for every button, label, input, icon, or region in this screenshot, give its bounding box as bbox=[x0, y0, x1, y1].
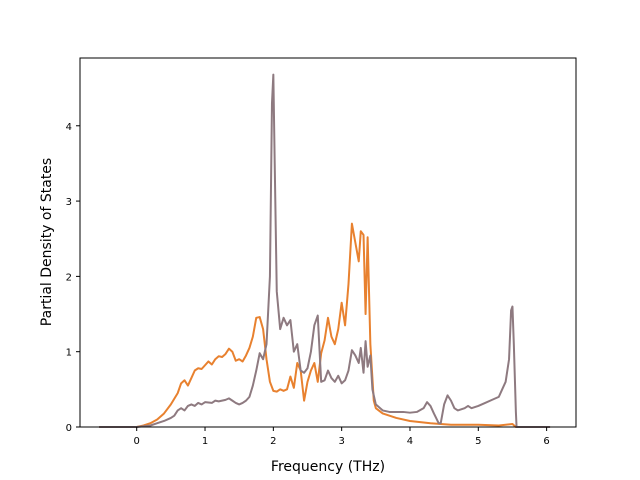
x-axis-label: Frequency (THz) bbox=[271, 459, 385, 475]
y-axis-label: Partial Density of States bbox=[39, 158, 55, 326]
x-tick-label: 0 bbox=[134, 436, 140, 447]
x-tick-label: 3 bbox=[338, 436, 344, 447]
series-line-2 bbox=[99, 73, 551, 428]
series-line-1 bbox=[99, 222, 551, 428]
x-tick-label: 1 bbox=[202, 436, 208, 447]
x-tick-label: 4 bbox=[407, 436, 413, 447]
y-tick-label: 0 bbox=[66, 423, 72, 434]
x-tick-label: 2 bbox=[270, 436, 276, 447]
x-tick-label: 5 bbox=[475, 436, 481, 447]
plot-area bbox=[99, 73, 551, 428]
axes-frame bbox=[79, 57, 577, 428]
ticks: 0 1 2 3 4 5 6 0 1 2 3 4 bbox=[66, 122, 550, 447]
y-tick-label: 4 bbox=[66, 122, 72, 133]
x-tick-label: 6 bbox=[543, 436, 549, 447]
y-tick-label: 3 bbox=[66, 197, 72, 208]
y-tick-label: 1 bbox=[66, 348, 72, 359]
y-tick-label: 2 bbox=[66, 272, 72, 283]
